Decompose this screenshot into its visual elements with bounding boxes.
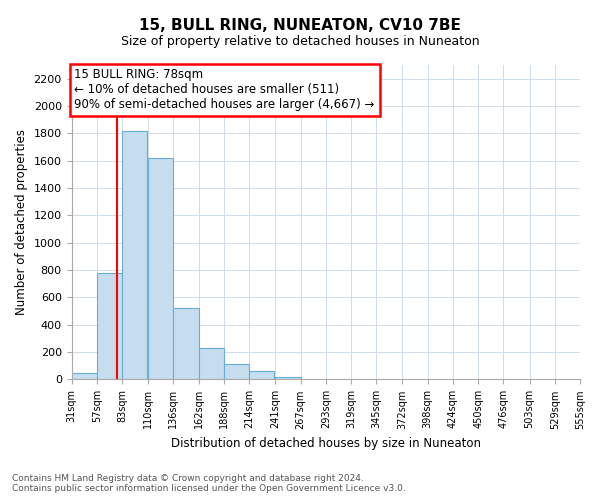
Text: Contains public sector information licensed under the Open Government Licence v3: Contains public sector information licen… [12,484,406,493]
Bar [148,158,173,380]
Text: Contains HM Land Registry data © Crown copyright and database right 2024.: Contains HM Land Registry data © Crown c… [12,474,364,483]
Bar [224,364,249,380]
Text: 15, BULL RING, NUNEATON, CV10 7BE: 15, BULL RING, NUNEATON, CV10 7BE [139,18,461,32]
Bar [275,376,301,380]
Bar [97,273,122,380]
Bar [249,371,274,380]
Bar [122,130,147,380]
Text: 15 BULL RING: 78sqm
← 10% of detached houses are smaller (511)
90% of semi-detac: 15 BULL RING: 78sqm ← 10% of detached ho… [74,68,375,112]
Bar [71,372,97,380]
Bar [199,348,224,380]
Text: Size of property relative to detached houses in Nuneaton: Size of property relative to detached ho… [121,35,479,48]
Y-axis label: Number of detached properties: Number of detached properties [15,129,28,315]
Bar [173,308,199,380]
X-axis label: Distribution of detached houses by size in Nuneaton: Distribution of detached houses by size … [171,437,481,450]
